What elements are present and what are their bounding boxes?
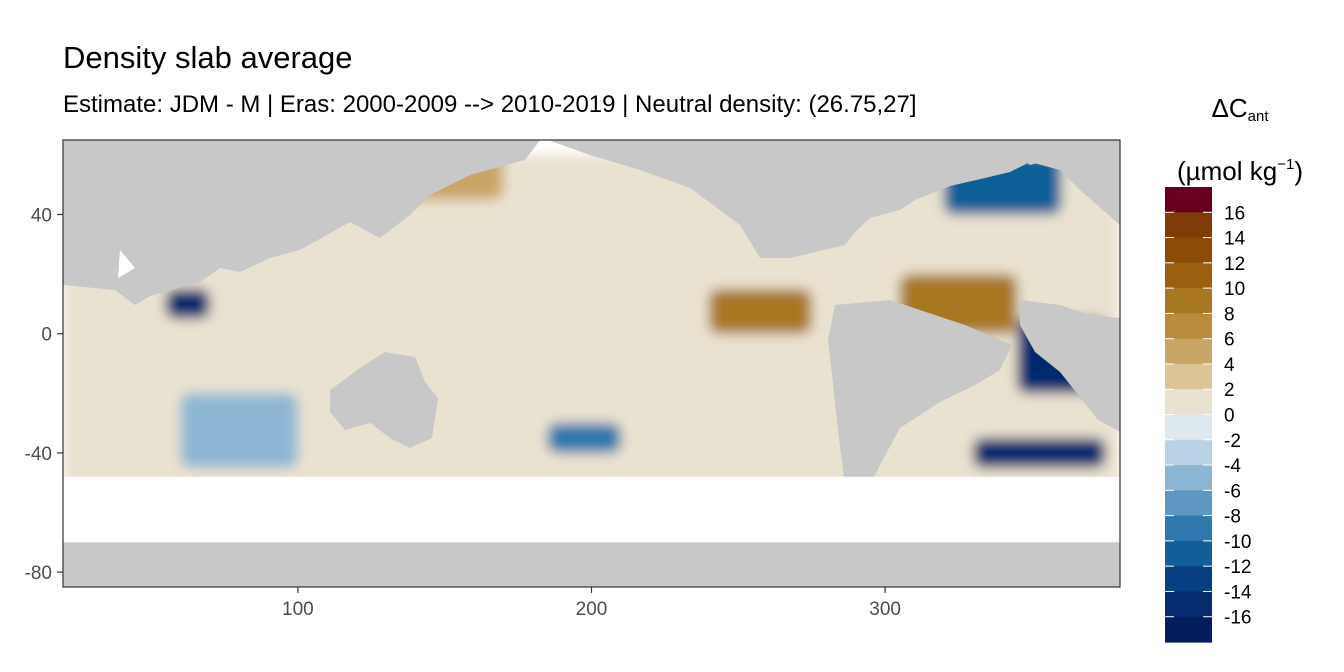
legend-swatch	[1165, 212, 1212, 239]
legend-swatch	[1165, 262, 1212, 289]
legend-unit-prefix: (µmol kg	[1177, 156, 1278, 186]
y-tick-label: 0	[41, 325, 52, 346]
landmass	[330, 352, 438, 448]
legend-label: -14	[1224, 582, 1252, 603]
x-tick-label: 200	[576, 599, 608, 620]
legend-label: 14	[1224, 229, 1246, 250]
legend-label: 10	[1224, 279, 1245, 300]
legend-label: 12	[1224, 254, 1245, 275]
legend-swatch	[1165, 313, 1212, 340]
y-tick-label: -80	[25, 563, 52, 584]
legend-label: 2	[1224, 380, 1235, 401]
legend-label: -16	[1224, 608, 1251, 629]
ocean-region	[180, 393, 298, 468]
landmass	[1020, 300, 1120, 432]
y-tick-label: 40	[31, 206, 52, 227]
y-tick-label: -40	[25, 444, 52, 465]
ocean-region	[547, 423, 621, 453]
legend-label: 16	[1224, 203, 1245, 224]
legend-label: -12	[1224, 557, 1251, 578]
legend-label: 4	[1224, 355, 1235, 376]
legend-label: -4	[1224, 456, 1241, 477]
ocean-region	[973, 438, 1106, 468]
no-data-patch	[118, 250, 135, 278]
landmass	[1010, 140, 1050, 165]
legend-title-unit: (µmol kg−1)	[1150, 141, 1330, 195]
chart-title: Density slab average	[63, 40, 353, 75]
no-data-band	[63, 476, 1120, 543]
x-tick-label: 300	[869, 599, 901, 620]
legend-swatch	[1165, 187, 1212, 213]
legend-swatch	[1165, 566, 1212, 593]
legend-swatch	[1165, 515, 1212, 542]
legend-label: -6	[1224, 481, 1241, 502]
landmass	[63, 540, 1120, 587]
legend-swatch	[1165, 540, 1212, 567]
legend-unit-suffix: )	[1294, 156, 1303, 186]
legend-swatch	[1165, 389, 1212, 416]
legend-swatch	[1165, 288, 1212, 314]
legend-title-variable: ΔCant	[1150, 84, 1330, 141]
legend-label: 0	[1224, 406, 1235, 427]
legend-swatch	[1165, 616, 1212, 643]
landmass	[548, 140, 1120, 258]
legend-swatch	[1165, 465, 1212, 491]
legend: 16 14 12 10 8 6 4 2 0 -2 -4 -6 -8 -10 -12 -14 -16	[1165, 187, 1252, 643]
legend-swatch	[1165, 490, 1212, 517]
legend-swatch	[1165, 414, 1212, 441]
chart-subtitle: Estimate: JDM - M | Eras: 2000-2009 --> …	[63, 91, 917, 118]
legend-swatch	[1165, 439, 1212, 466]
legend-swatch	[1165, 363, 1212, 390]
legend-swatch	[1165, 338, 1212, 365]
land-mask	[63, 140, 1120, 587]
legend-label: -2	[1224, 431, 1241, 452]
ocean-region	[708, 289, 812, 334]
legend-swatch	[1165, 237, 1212, 264]
legend-label: -10	[1224, 532, 1251, 553]
legend-title-main: ΔC	[1211, 93, 1248, 123]
legend-title: ΔCant (µmol kg−1)	[1150, 84, 1330, 195]
legend-label: -8	[1224, 507, 1241, 528]
legend-label: 6	[1224, 330, 1235, 351]
landmass	[63, 140, 540, 305]
plot-panel	[63, 140, 1120, 587]
ocean-region	[165, 289, 210, 319]
landmass	[828, 300, 1012, 500]
legend-label: 8	[1224, 304, 1235, 325]
legend-title-sub: ant	[1247, 108, 1269, 125]
legend-unit-sup: −1	[1277, 156, 1295, 173]
x-tick-label: 100	[282, 599, 314, 620]
legend-swatch	[1165, 591, 1212, 618]
